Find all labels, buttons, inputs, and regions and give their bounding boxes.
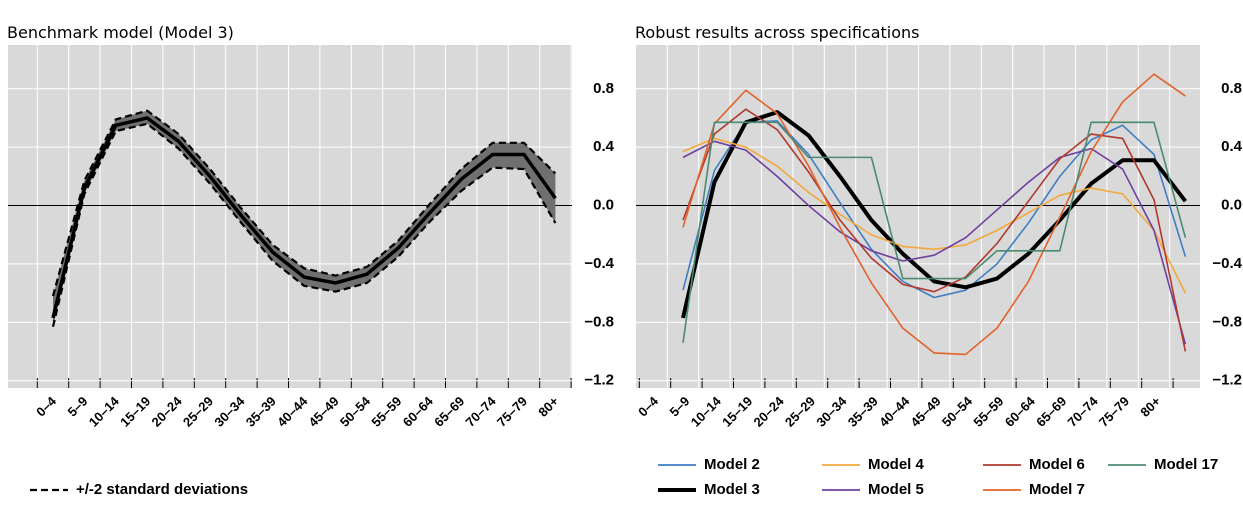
x-tick-label: 35–39 <box>243 394 279 430</box>
x-tick-label: 15–19 <box>719 394 755 430</box>
x-tick-label: 5–9 <box>65 394 91 420</box>
x-tick-label: 45–49 <box>908 394 944 430</box>
y-tick-label: −1.2 <box>1212 372 1242 389</box>
x-tick-label: 25–29 <box>180 394 216 430</box>
x-tick-label: 30–34 <box>211 393 248 430</box>
legend-label: Model 7 <box>1029 481 1085 498</box>
y-tick-label: 0.0 <box>593 197 614 214</box>
x-tick-label: 40–44 <box>274 393 311 430</box>
legend-label: Model 6 <box>1029 456 1085 473</box>
x-tick-label: 80+ <box>1137 393 1163 419</box>
y-tick-label: 0.8 <box>593 80 614 97</box>
x-tick-label: 20–24 <box>751 393 788 430</box>
x-tick-label: 20–24 <box>149 393 186 430</box>
x-tick-label: 70–74 <box>463 393 500 430</box>
line <box>681 110 1187 319</box>
legend-label: Model 17 <box>1154 456 1218 473</box>
x-tick-label: 0–4 <box>635 393 661 419</box>
y-tick-label: 0.0 <box>1221 197 1242 214</box>
x-tick-label: 10–14 <box>688 393 725 430</box>
x-tick-label: 10–14 <box>86 393 123 430</box>
x-tick-label: 35–39 <box>845 394 881 430</box>
x-tick-label: 65–69 <box>431 394 467 430</box>
y-tick-label: 0.8 <box>1221 80 1242 97</box>
x-tick-label: 40–44 <box>876 393 913 430</box>
y-tick-label: −1.2 <box>584 372 614 389</box>
x-tick-label: 75–79 <box>1096 394 1132 430</box>
band-area <box>53 110 556 327</box>
x-tick-label: 60–64 <box>1002 393 1039 430</box>
x-tick-label: 55–59 <box>368 394 404 430</box>
x-tick-label: 0–4 <box>33 393 59 419</box>
plot-area <box>8 45 572 388</box>
line <box>682 137 1187 294</box>
y-tick-label: −0.8 <box>584 313 614 330</box>
band-upper <box>51 109 557 297</box>
line <box>51 116 557 319</box>
x-tick-label: 15–19 <box>117 394 153 430</box>
y-tick-label: −0.8 <box>1212 313 1242 330</box>
legend-label: Model 2 <box>704 456 760 473</box>
x-tick-label: 70–74 <box>1065 393 1102 430</box>
x-tick-label: 45–49 <box>306 394 342 430</box>
x-tick-label: 25–29 <box>782 394 818 430</box>
x-tick-label: 80+ <box>535 393 561 419</box>
x-tick-label: 5–9 <box>667 394 693 420</box>
legend-label: Model 3 <box>704 481 760 498</box>
chart-title: Benchmark model (Model 3) <box>7 23 234 42</box>
y-tick-label: −0.4 <box>584 255 614 272</box>
x-tick-label: 65–69 <box>1033 394 1069 430</box>
y-tick-label: −0.4 <box>1212 255 1242 272</box>
x-tick-label: 55–59 <box>970 394 1006 430</box>
line <box>682 73 1186 356</box>
x-tick-label: 30–34 <box>813 393 850 430</box>
x-tick-label: 60–64 <box>400 393 437 430</box>
y-tick-label: 0.4 <box>1221 138 1243 155</box>
band-lower <box>51 122 557 327</box>
line <box>682 140 1187 345</box>
x-tick-label: 50–54 <box>939 393 976 430</box>
chart-title: Robust results across specifications <box>635 23 919 42</box>
y-tick-label: 0.4 <box>593 138 615 155</box>
x-tick-label: 75–79 <box>494 394 530 430</box>
x-tick-label: 50–54 <box>337 393 374 430</box>
legend-label: Model 5 <box>868 481 924 498</box>
legend-label: +/-2 standard deviations <box>76 481 248 498</box>
line <box>682 121 1187 343</box>
legend-label: Model 4 <box>868 456 924 473</box>
